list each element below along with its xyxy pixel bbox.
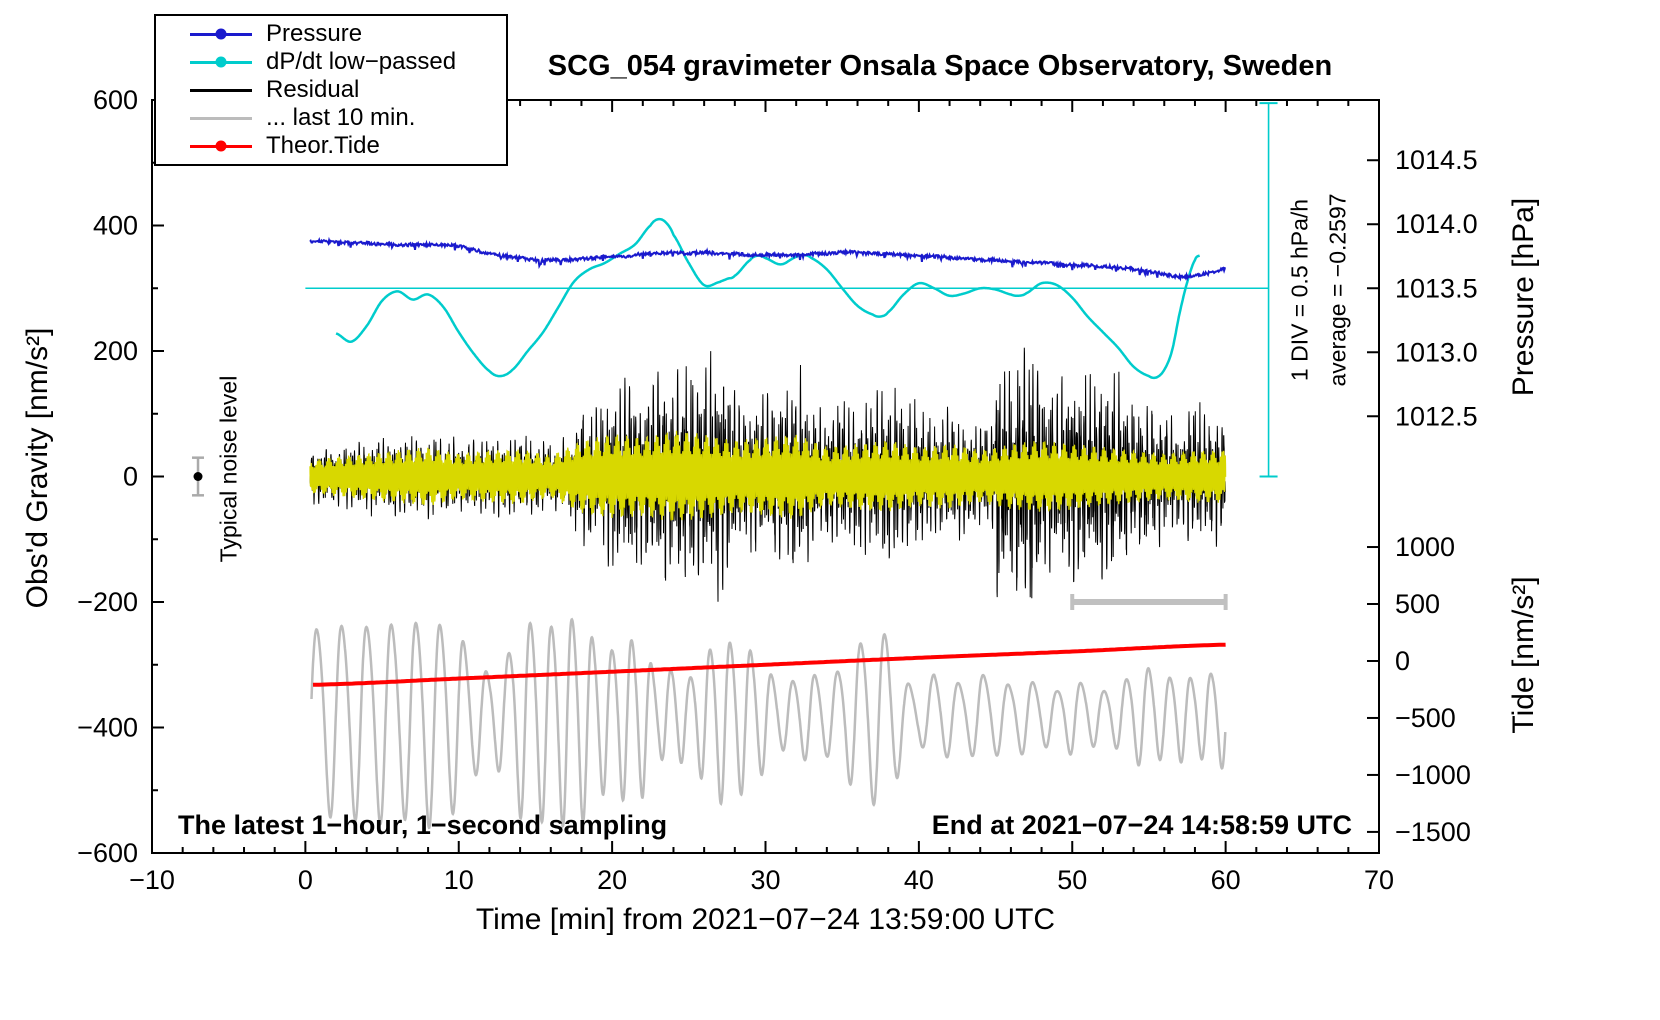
tick-label: −1500 (1395, 817, 1471, 847)
tick-label: 0 (298, 865, 313, 895)
legend-label: Theor.Tide (266, 132, 380, 159)
tick-label: 20 (597, 865, 627, 895)
y-axis-label: Obs'd Gravity [nm/s²] (21, 327, 54, 609)
noise-level-annotation: Typical noise level (215, 375, 242, 563)
dpdt-lowpassed-line (335, 217, 1201, 380)
legend-label: Pressure (266, 20, 363, 47)
tick-label: 1012.5 (1395, 401, 1478, 431)
sampling-footer: The latest 1−hour, 1−second sampling (178, 810, 668, 840)
legend-item-residual: Residual (156, 76, 506, 104)
legend-item-dpdt: dP/dt low−passed (156, 48, 506, 76)
tick-label: 70 (1364, 865, 1394, 895)
tick-label: 50 (1057, 865, 1087, 895)
theor-tide-line (312, 642, 1226, 687)
tick-label: 1014.0 (1395, 209, 1478, 239)
tick-label: 10 (444, 865, 474, 895)
noise-marker-dot (193, 472, 203, 481)
legend-label: Residual (266, 76, 360, 103)
residual-lowpassed-line (309, 430, 1227, 521)
tick-label: 0 (123, 462, 138, 492)
pressure-line-sample (190, 28, 252, 40)
tick-label: −400 (77, 713, 138, 743)
tick-label: 500 (1395, 589, 1440, 619)
pressure-marker-icon (215, 28, 227, 40)
chart-title: SCG_054 gravimeter Onsala Space Observat… (547, 50, 1333, 82)
tick-label: 30 (750, 865, 780, 895)
pressure-axis-label: Pressure [hPa] (1507, 197, 1540, 397)
tick-label: 1013.5 (1395, 273, 1478, 303)
x-axis-label: Time [min] from 2021−07−24 13:59:00 UTC (475, 903, 1056, 936)
average-annotation: average = −0.2597 (1324, 193, 1351, 387)
tick-label: 60 (1211, 865, 1241, 895)
tick-label: 0 (1395, 646, 1410, 676)
legend-item-pressure: Pressure (156, 20, 506, 48)
tide-axis-label: Tide [nm/s²] (1507, 576, 1540, 734)
tick-label: 200 (93, 336, 138, 366)
pressure-line (309, 236, 1226, 282)
dpdt-line-sample (190, 56, 252, 68)
end-time-footer: End at 2021−07−24 14:58:59 UTC (931, 810, 1352, 840)
dpdt-marker-icon (215, 56, 227, 68)
tick-label: 1014.5 (1395, 145, 1478, 175)
legend-box: Pressure dP/dt low−passed Residual ... l… (154, 14, 508, 166)
legend-label: dP/dt low−passed (266, 48, 457, 75)
legend-item-theortide: Theor.Tide (156, 132, 506, 160)
theortide-line-sample (190, 140, 252, 152)
tick-label: 1000 (1395, 532, 1455, 562)
residual-line-sample (190, 88, 252, 92)
tick-label: −10 (129, 865, 175, 895)
legend-label: ... last 10 min. (266, 104, 416, 131)
tick-label: −1000 (1395, 760, 1471, 790)
tick-label: 400 (93, 211, 138, 241)
gray-wave-line (310, 617, 1227, 830)
tick-label: −600 (77, 838, 138, 868)
tick-label: −200 (77, 587, 138, 617)
legend-item-last10min: ... last 10 min. (156, 104, 506, 132)
theortide-marker-icon (215, 140, 227, 152)
tick-label: −500 (1395, 703, 1456, 733)
tick-label: 1013.0 (1395, 337, 1478, 367)
div-scale-annotation: 1 DIV = 0.5 hPa/h (1286, 198, 1313, 382)
tick-label: 40 (904, 865, 934, 895)
last10min-line-sample (190, 116, 252, 120)
tick-label: 600 (93, 85, 138, 115)
